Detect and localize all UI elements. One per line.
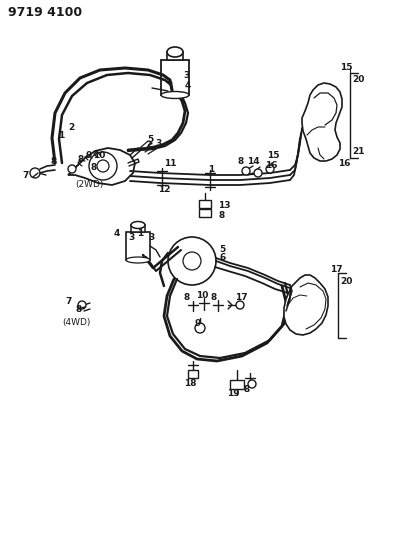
Text: 8: 8 — [50, 157, 56, 166]
Circle shape — [78, 301, 86, 309]
Text: 4: 4 — [185, 80, 192, 90]
Text: 9719 4100: 9719 4100 — [8, 6, 82, 20]
Circle shape — [168, 237, 216, 285]
Text: 7: 7 — [22, 171, 28, 180]
Ellipse shape — [167, 47, 183, 57]
Circle shape — [183, 252, 201, 270]
Ellipse shape — [126, 257, 150, 263]
Text: 17: 17 — [330, 264, 343, 273]
Bar — [199, 209, 211, 217]
Ellipse shape — [131, 222, 145, 229]
Text: 3: 3 — [183, 70, 189, 79]
Text: (4WD): (4WD) — [62, 319, 90, 327]
Text: 8: 8 — [210, 293, 216, 302]
Text: 8: 8 — [90, 164, 96, 173]
Text: 20: 20 — [340, 277, 352, 286]
Text: 4: 4 — [114, 229, 120, 238]
Text: 7: 7 — [65, 296, 72, 305]
Circle shape — [254, 169, 262, 177]
Text: 15: 15 — [340, 63, 353, 72]
Polygon shape — [68, 148, 135, 185]
Circle shape — [97, 160, 109, 172]
Text: 3: 3 — [155, 139, 161, 148]
Text: 10: 10 — [93, 151, 105, 160]
Circle shape — [89, 152, 117, 180]
Text: 8: 8 — [77, 156, 83, 165]
Circle shape — [195, 323, 205, 333]
Circle shape — [248, 380, 256, 388]
Text: 19: 19 — [227, 389, 240, 398]
Bar — [131, 225, 145, 232]
Bar — [161, 60, 189, 95]
Text: 8: 8 — [183, 293, 189, 302]
Text: 16: 16 — [338, 158, 351, 167]
Text: 8: 8 — [237, 157, 243, 166]
Bar — [167, 52, 183, 60]
Polygon shape — [302, 83, 342, 161]
Text: (2WD): (2WD) — [75, 181, 104, 190]
Text: 14: 14 — [247, 157, 260, 166]
Text: 18: 18 — [184, 378, 196, 387]
Text: 15: 15 — [267, 150, 279, 159]
Text: 2: 2 — [68, 124, 74, 133]
Text: 8: 8 — [218, 212, 224, 221]
Text: 3: 3 — [128, 232, 134, 241]
Circle shape — [242, 167, 250, 175]
Text: 5: 5 — [147, 135, 153, 144]
Bar — [126, 232, 150, 260]
Text: 12: 12 — [158, 185, 171, 195]
Circle shape — [236, 301, 244, 309]
Text: 13: 13 — [218, 200, 231, 209]
Text: 17: 17 — [235, 293, 247, 302]
Bar — [188, 370, 198, 378]
Text: 6: 6 — [146, 142, 152, 151]
Text: 5: 5 — [219, 246, 225, 254]
Text: 1: 1 — [137, 229, 143, 238]
Circle shape — [68, 165, 76, 173]
Text: 9: 9 — [194, 319, 201, 327]
Text: 11: 11 — [164, 158, 176, 167]
Circle shape — [266, 165, 274, 173]
Text: 20: 20 — [352, 76, 365, 85]
Text: 1: 1 — [208, 166, 214, 174]
Bar — [230, 380, 244, 389]
Ellipse shape — [161, 92, 189, 99]
Text: 10: 10 — [196, 290, 208, 300]
Text: 16: 16 — [265, 160, 277, 169]
Circle shape — [30, 168, 40, 178]
Bar — [199, 200, 211, 208]
Text: 1: 1 — [58, 131, 64, 140]
Text: 3: 3 — [148, 232, 154, 241]
Text: 8: 8 — [243, 385, 249, 394]
Polygon shape — [284, 275, 328, 335]
Text: 21: 21 — [352, 147, 365, 156]
Text: 6: 6 — [219, 254, 225, 262]
Text: 9: 9 — [85, 151, 91, 160]
Text: 8: 8 — [75, 304, 81, 313]
